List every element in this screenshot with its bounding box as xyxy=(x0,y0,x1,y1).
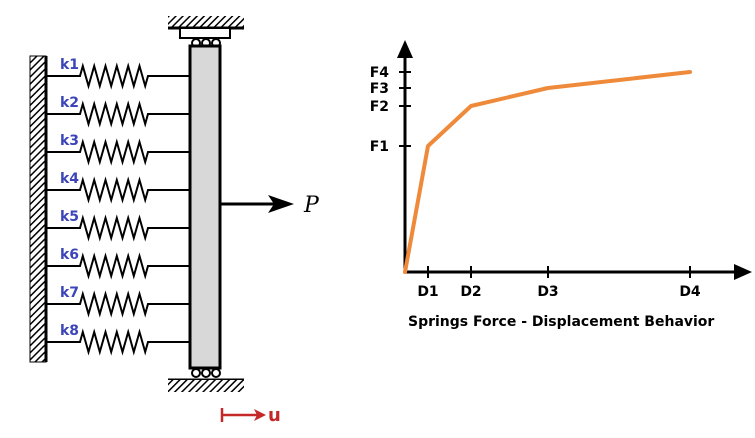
spring-label: k2 xyxy=(60,95,79,111)
springs: k1 k2 k3 k4 k5 k6 k7 k8 xyxy=(46,57,190,356)
rigid-bar xyxy=(188,44,222,370)
y-tick-label: F4 xyxy=(370,65,390,81)
load-label: P xyxy=(303,193,320,218)
spring-coil xyxy=(46,214,190,242)
spring-6: k6 xyxy=(46,247,190,280)
spring-label: k5 xyxy=(60,209,79,225)
spring-coil xyxy=(46,62,190,90)
spring-4: k4 xyxy=(46,171,190,204)
x-tick-label: D1 xyxy=(417,284,438,300)
spring-coil xyxy=(46,252,190,280)
chart-caption: Springs Force - Displacement Behavior xyxy=(408,314,714,330)
spring-2: k2 xyxy=(46,95,190,128)
spring-label: k6 xyxy=(60,247,79,263)
spring-coil xyxy=(46,176,190,204)
y-tick-label: F1 xyxy=(370,139,389,155)
spring-coil xyxy=(46,290,190,318)
spring-8: k8 xyxy=(46,323,190,356)
x-tick-label: D2 xyxy=(460,284,481,300)
chart-axes xyxy=(397,40,752,280)
x-tick-label: D3 xyxy=(537,284,558,300)
spring-1: k1 xyxy=(46,57,190,90)
spring-label: k7 xyxy=(60,285,79,301)
spring-5: k5 xyxy=(46,209,190,242)
spring-label: k8 xyxy=(60,323,79,339)
spring-3: k3 xyxy=(46,133,190,166)
displacement-arrow xyxy=(220,408,266,422)
spring-7: k7 xyxy=(46,285,190,318)
spring-coil xyxy=(46,100,190,128)
top-support xyxy=(168,16,244,48)
spring-label: k1 xyxy=(60,57,79,73)
y-tick-label: F3 xyxy=(370,81,389,97)
spring-coil xyxy=(46,138,190,166)
spring-label: k4 xyxy=(60,171,79,187)
fixed-wall xyxy=(29,55,48,363)
x-tick-label: D4 xyxy=(679,284,701,300)
y-tick-label: F2 xyxy=(370,99,389,115)
displacement-label: u xyxy=(268,405,281,426)
spring-coil xyxy=(46,328,190,356)
load-arrow xyxy=(220,195,294,213)
force-displacement-curve xyxy=(403,70,692,274)
bottom-support xyxy=(168,368,244,392)
spring-label: k3 xyxy=(60,133,79,149)
